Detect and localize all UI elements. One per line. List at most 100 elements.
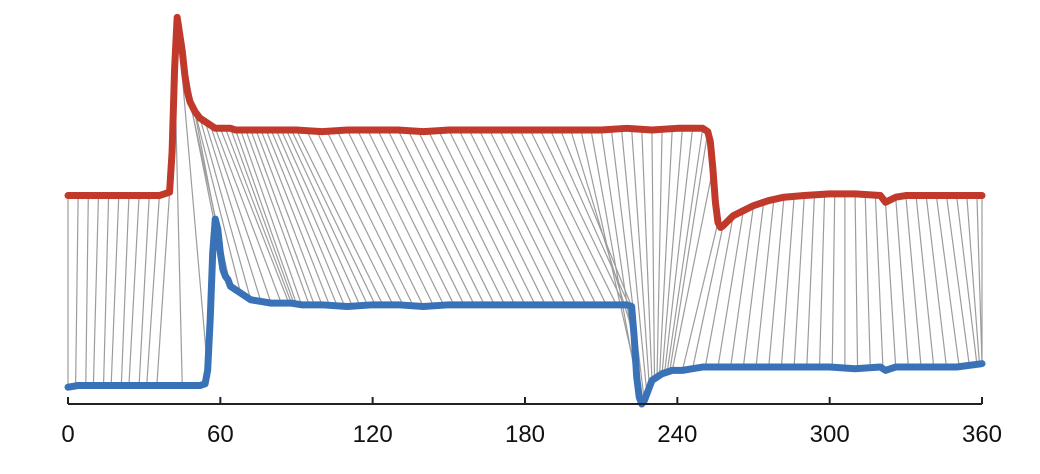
connector-line-93 bbox=[854, 193, 859, 369]
connector-line-103 bbox=[956, 195, 978, 365]
connector-line-70 bbox=[641, 129, 653, 381]
connector-line-74 bbox=[661, 128, 684, 374]
connector-line-102 bbox=[945, 195, 970, 366]
connector-line-49 bbox=[427, 131, 516, 306]
connector-line-54 bbox=[478, 129, 567, 306]
connector-line-30 bbox=[265, 129, 338, 307]
connector-line-10 bbox=[156, 192, 171, 386]
connector-line-7 bbox=[128, 195, 140, 386]
connector-line-51 bbox=[448, 129, 536, 306]
connector-line-91 bbox=[831, 193, 836, 368]
connector-line-22 bbox=[224, 128, 292, 304]
connector-line-71 bbox=[651, 129, 656, 379]
connector-line-83 bbox=[730, 205, 755, 368]
connector-line-61 bbox=[549, 129, 630, 306]
connector-line-31 bbox=[270, 129, 346, 307]
connector-line-69 bbox=[631, 128, 651, 388]
connector-line-78 bbox=[671, 168, 714, 371]
connector-line-62 bbox=[559, 129, 633, 307]
x-tick-label-180: 180 bbox=[505, 421, 545, 448]
connector-line-43 bbox=[367, 129, 455, 306]
connector-line-55 bbox=[488, 129, 577, 306]
connector-line-64 bbox=[580, 129, 638, 378]
connector-line-97 bbox=[895, 197, 909, 368]
connector-line-76 bbox=[666, 128, 704, 373]
connector-line-41 bbox=[346, 129, 435, 307]
connector-line-46 bbox=[397, 129, 485, 306]
connector-line-6 bbox=[120, 195, 130, 386]
connector-line-45 bbox=[387, 129, 475, 306]
connector-line-42 bbox=[356, 129, 445, 306]
connector-line-4 bbox=[102, 195, 110, 386]
connector-line-24 bbox=[235, 129, 298, 305]
connector-line-96 bbox=[884, 202, 897, 368]
connector-line-98 bbox=[905, 195, 922, 368]
connector-line-89 bbox=[806, 194, 816, 368]
connector-line-79 bbox=[681, 222, 719, 371]
connector-line-36 bbox=[295, 129, 384, 306]
connector-line-104 bbox=[966, 195, 981, 365]
connector-line-16 bbox=[194, 111, 242, 294]
x-tick-label-240: 240 bbox=[657, 421, 697, 448]
x-tick-label-300: 300 bbox=[810, 421, 850, 448]
connector-line-52 bbox=[458, 129, 546, 306]
connector-line-8 bbox=[138, 195, 150, 386]
connector-line-1 bbox=[75, 195, 79, 386]
connector-line-100 bbox=[925, 195, 948, 368]
connector-line-90 bbox=[818, 194, 826, 368]
connector-line-35 bbox=[290, 129, 376, 306]
connector-line-94 bbox=[864, 194, 871, 368]
series-group bbox=[64, 13, 986, 408]
connector-line-67 bbox=[610, 129, 645, 401]
connector-line-17 bbox=[199, 118, 252, 300]
connector-lines-group bbox=[67, 17, 983, 405]
connector-line-53 bbox=[468, 129, 557, 306]
connector-line-21 bbox=[219, 128, 290, 304]
connector-line-87 bbox=[780, 196, 795, 368]
connector-line-5 bbox=[110, 195, 120, 386]
connector-line-80 bbox=[691, 225, 724, 369]
connector-line-28 bbox=[255, 129, 323, 306]
connector-line-33 bbox=[280, 129, 361, 306]
connector-line-40 bbox=[336, 130, 424, 307]
x-tick-label-360: 360 bbox=[962, 421, 1002, 448]
connector-line-68 bbox=[620, 128, 648, 394]
connector-line-58 bbox=[519, 129, 607, 306]
connector-line-27 bbox=[250, 129, 315, 306]
connector-line-81 bbox=[704, 215, 734, 368]
connector-line-75 bbox=[664, 128, 694, 373]
connector-line-18 bbox=[204, 121, 262, 302]
connector-line-37 bbox=[306, 130, 394, 306]
connector-line-56 bbox=[499, 129, 587, 306]
connector-line-48 bbox=[417, 131, 506, 306]
connector-line-84 bbox=[742, 202, 765, 368]
connector-line-47 bbox=[407, 130, 496, 306]
connector-line-82 bbox=[717, 210, 744, 368]
x-tick-label-60: 60 bbox=[207, 421, 234, 448]
connector-line-20 bbox=[214, 128, 282, 304]
connector-line-59 bbox=[529, 129, 617, 306]
connector-line-38 bbox=[316, 131, 404, 306]
connector-line-65 bbox=[590, 129, 640, 398]
connector-line-19 bbox=[209, 124, 272, 304]
x-tick-label-0: 0 bbox=[61, 421, 74, 448]
connector-line-60 bbox=[539, 129, 625, 306]
connector-line-3 bbox=[92, 195, 100, 386]
connector-line-34 bbox=[285, 129, 369, 306]
connector-line-105 bbox=[976, 195, 983, 364]
connector-line-77 bbox=[669, 131, 709, 372]
connector-line-95 bbox=[874, 195, 884, 369]
connector-line-88 bbox=[793, 195, 805, 368]
connector-line-99 bbox=[915, 195, 935, 368]
connector-line-86 bbox=[768, 197, 785, 368]
series-line-top bbox=[64, 13, 986, 231]
series-line-bottom bbox=[64, 215, 986, 408]
connector-line-44 bbox=[377, 129, 465, 306]
connector-line-32 bbox=[275, 129, 353, 307]
connector-line-25 bbox=[240, 129, 303, 306]
connector-line-101 bbox=[935, 195, 960, 367]
connector-line-23 bbox=[229, 128, 295, 304]
connector-line-9 bbox=[146, 195, 160, 386]
connector-line-73 bbox=[658, 128, 673, 376]
